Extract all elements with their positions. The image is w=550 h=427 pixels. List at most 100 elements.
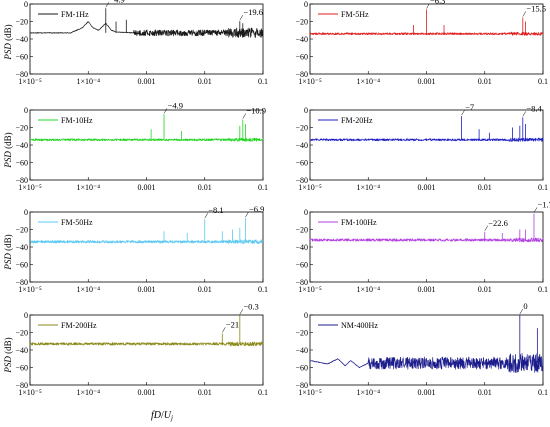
y-tick-label: 0: [304, 0, 308, 9]
x-tick-label: 0.01: [478, 183, 492, 192]
legend-label: FM-200Hz: [61, 321, 97, 330]
peak-annotation: −8.1: [208, 205, 223, 215]
x-tick-label: 1×10⁻⁵: [298, 77, 322, 86]
y-tick-label: −60: [295, 363, 308, 372]
psd-series-line: [309, 237, 544, 243]
annotation-leader: [484, 225, 488, 231]
y-tick-label: −80: [295, 70, 308, 79]
x-tick-label: 1×10⁻⁴: [76, 285, 100, 294]
y-tick-label: −60: [295, 52, 308, 61]
legend-label: FM-5Hz: [341, 10, 369, 19]
x-tick-label: 1×10⁻⁵: [298, 388, 322, 397]
y-tick-label: 0: [24, 0, 28, 9]
legend-label: FM-1Hz: [61, 10, 89, 19]
peak-annotation: −19.6: [243, 7, 263, 17]
psd-series-line: [309, 137, 544, 142]
plot-frame: [309, 211, 544, 283]
x-tick-label: 1×10⁻⁵: [298, 285, 322, 294]
x-tick-label: 0.1: [258, 183, 268, 192]
psd-panel-7: −80 −60 −40 −20 0 1×10⁻⁵ 1×10⁻⁴ 0.001 0.01 0.1 −21…: [15, 301, 268, 397]
psd-series-line: [29, 21, 264, 38]
y-tick-label: −40: [15, 141, 28, 150]
x-tick-label: 1×10⁻⁵: [298, 183, 322, 192]
plot-frame: [29, 211, 264, 283]
x-tick-label: 0.1: [538, 183, 548, 192]
y-tick-label: −40: [295, 141, 308, 150]
psd-panel-5: −80 −60 −40 −20 0 1×10⁻⁵ 1×10⁻⁴ 0.001 0.01 0.1 −8.…: [15, 204, 268, 294]
annotation-leader: [245, 211, 249, 218]
x-tick-label: 1×10⁻⁴: [356, 285, 380, 294]
x-tick-label: 1×10⁻⁴: [356, 77, 380, 86]
annotation-leader: [239, 309, 244, 315]
x-tick-label: 0.001: [138, 183, 156, 192]
y-tick-label: 0: [24, 311, 28, 320]
peak-annotation: −8.4: [526, 103, 542, 113]
legend-label: FM-20Hz: [341, 116, 373, 125]
x-tick-label: 1×10⁻⁵: [18, 388, 42, 397]
y-tick-label: −60: [15, 158, 28, 167]
x-tick-label: 1×10⁻⁵: [18, 285, 42, 294]
y-tick-label: −80: [295, 278, 308, 287]
x-tick-label: 1×10⁻⁵: [18, 183, 42, 192]
x-tick-label: 0.001: [138, 388, 156, 397]
plot-frame: [309, 109, 544, 181]
x-tick-label: 1×10⁻⁵: [18, 77, 42, 86]
x-tick-label: 0.001: [418, 285, 436, 294]
y-tick-label: −20: [295, 17, 308, 26]
x-tick-label: 0.01: [478, 285, 492, 294]
y-tick-label: −80: [15, 70, 28, 79]
peak-annotation: −4.9: [168, 100, 183, 110]
psd-panel-2: −80 −60 −40 −20 0 1×10⁻⁵ 1×10⁻⁴ 0.001 0.01 0.1 −6.…: [295, 0, 548, 86]
x-tick-label: 0.01: [198, 388, 212, 397]
annotation-leader: [519, 308, 524, 315]
annotation-leader: [522, 11, 527, 17]
x-tick-label: 1×10⁻⁴: [76, 388, 100, 397]
annotation-leader: [163, 108, 168, 114]
peak-annotation: −15.5: [526, 4, 546, 14]
peak-annotation: −6.9: [249, 204, 264, 214]
x-tick-label: 0.001: [138, 77, 156, 86]
x-tick-label: 0.001: [418, 77, 436, 86]
legend-label: FM-50Hz: [61, 218, 93, 227]
x-axis-label: fD/Uj: [151, 410, 173, 422]
y-tick-label: −60: [295, 158, 308, 167]
psd-panel-3: −80 −60 −40 −20 0 1×10⁻⁵ 1×10⁻⁴ 0.001 0.01 0.1 −4.…: [15, 100, 268, 192]
annotation-leader: [426, 3, 430, 9]
peak-annotation: −10.9: [246, 106, 266, 116]
x-tick-label: 0.001: [138, 285, 156, 294]
y-tick-label: −20: [15, 17, 28, 26]
legend-label: NM-400Hz: [341, 321, 378, 330]
y-tick-label: −80: [15, 278, 28, 287]
annotation-leader: [105, 2, 109, 8]
y-tick-label: −80: [295, 176, 308, 185]
y-tick-label: −20: [295, 328, 308, 337]
x-tick-label: 0.01: [478, 388, 492, 397]
peak-annotation: −22.6: [488, 218, 508, 228]
annotation-leader: [522, 111, 527, 117]
x-tick-label: 0.01: [478, 77, 492, 86]
peak-annotation: −21: [226, 319, 239, 329]
y-tick-label: −40: [15, 243, 28, 252]
y-tick-label: −20: [15, 123, 28, 132]
annotation-leader: [533, 207, 538, 213]
x-tick-label: 1×10⁻⁴: [356, 388, 380, 397]
peak-annotation: −0.3: [243, 301, 258, 311]
x-tick-label: 0.01: [198, 77, 212, 86]
y-tick-label: −40: [15, 35, 28, 44]
x-tick-label: 0.01: [198, 183, 212, 192]
y-tick-label: −80: [15, 381, 28, 390]
x-tick-label: 0.001: [418, 183, 436, 192]
y-tick-label: −60: [295, 260, 308, 269]
annotation-leader: [204, 212, 208, 219]
x-tick-label: 1×10⁻⁴: [356, 183, 380, 192]
x-tick-label: 0.1: [258, 285, 268, 294]
y-tick-label: −20: [15, 225, 28, 234]
y-tick-label: −60: [15, 260, 28, 269]
x-tick-label: 0.1: [538, 77, 548, 86]
legend-label: FM-10Hz: [61, 116, 93, 125]
psd-panel-4: −80 −60 −40 −20 0 1×10⁻⁵ 1×10⁻⁴ 0.001 0.01 0.1 −7 −…: [295, 102, 548, 192]
peak-annotation: −6.3: [430, 0, 445, 6]
peak-annotation: −4.9: [109, 0, 124, 4]
y-tick-label: −60: [15, 52, 28, 61]
